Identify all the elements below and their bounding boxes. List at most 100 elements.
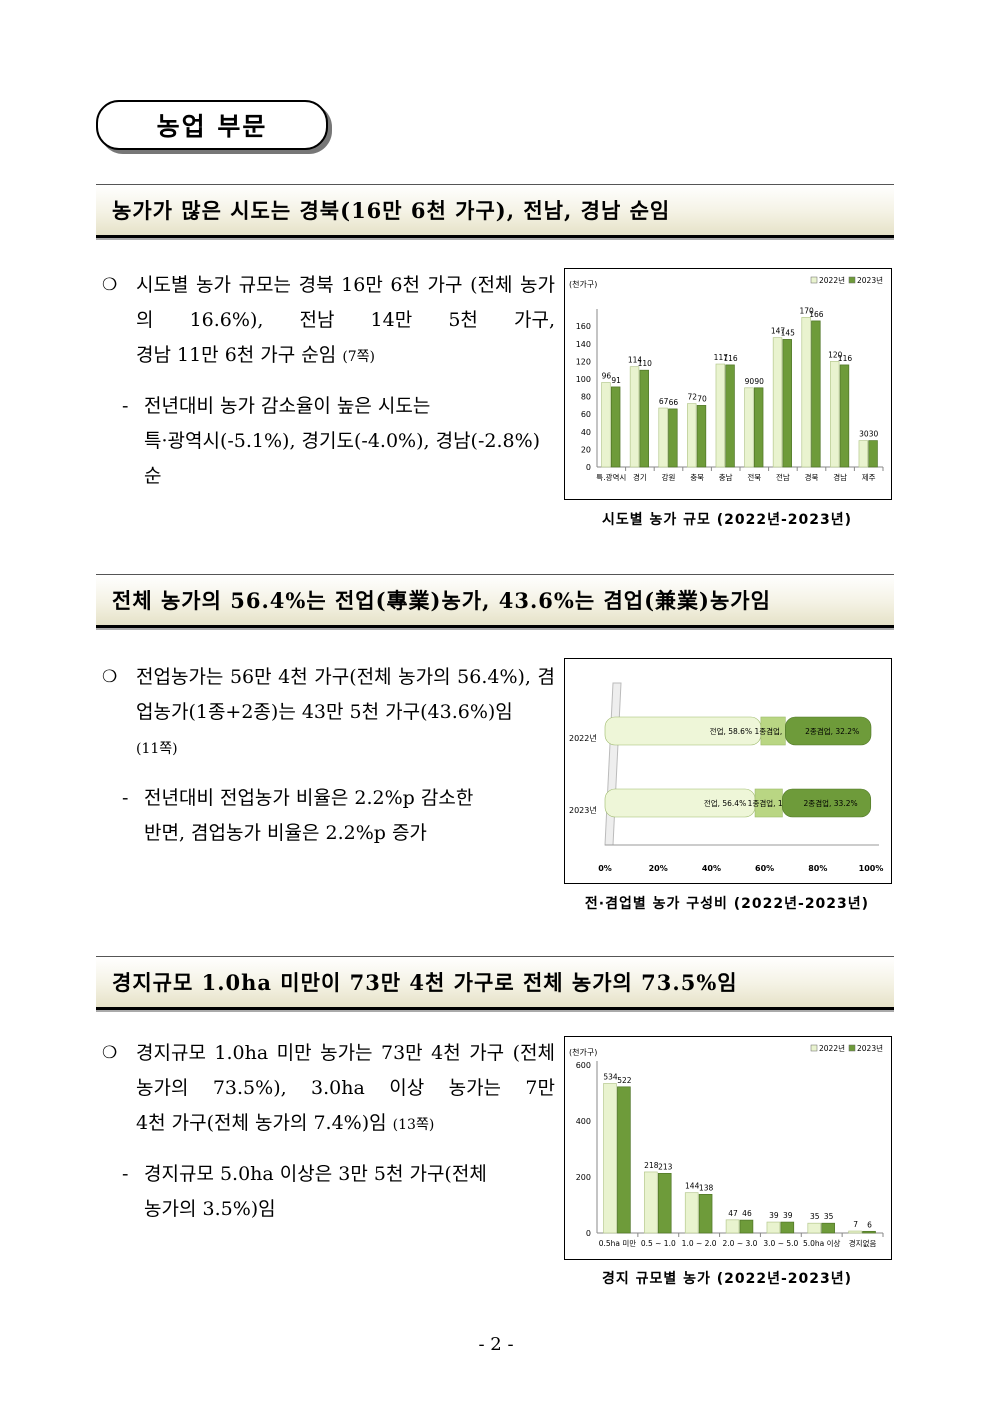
- sub-bullet-1-line2: 특·광역시(-5.1%), 경기도(-4.0%), 경남(-2.8%) 순: [144, 430, 541, 487]
- data-label: 170: [799, 306, 814, 315]
- page-reference: (11쪽): [136, 741, 178, 757]
- x-tick-label: 경북: [805, 472, 819, 482]
- data-label: 30: [859, 430, 869, 439]
- sub-bullet-3: - 경지규모 5.0ha 이상은 3만 5천 가구(전체 농가의 3.5%)임: [100, 1157, 555, 1227]
- data-label: 144: [685, 1182, 700, 1191]
- bar-2023년: [821, 1222, 835, 1234]
- data-label: 90: [754, 377, 764, 386]
- data-label: 2종겸업, 32.2%: [805, 726, 859, 736]
- bar-2022년: [644, 1171, 658, 1234]
- dash-bullet: -: [122, 1163, 129, 1185]
- data-label: 39: [783, 1211, 793, 1220]
- bar-2023년: [780, 1221, 795, 1234]
- bar-2023년: [782, 339, 792, 468]
- bullet-1: ❍ 시도별 농가 규모는 경북 16만 6천 가구 (전체 농가의 16.6%)…: [100, 268, 555, 375]
- section-tab: 농업 부문: [96, 100, 328, 150]
- x-tick-label: 0.5 ~ 1.0: [641, 1239, 676, 1248]
- text-block-1: ❍ 시도별 농가 규모는 경북 16만 6천 가구 (전체 농가의 16.6%)…: [100, 268, 555, 494]
- bar-2022년: [848, 1230, 862, 1234]
- data-label: 534: [603, 1072, 618, 1081]
- data-label: 117: [714, 353, 729, 362]
- data-label: 91: [611, 376, 621, 385]
- data-label: 67: [659, 397, 669, 406]
- section-heading-1: 농가가 많은 시도는 경북(16만 6천 가구), 전남, 경남 순임: [96, 184, 894, 238]
- bar-2023년: [610, 386, 621, 468]
- y-tick-label: 0: [586, 463, 591, 472]
- bar-2022년: [687, 403, 697, 468]
- data-label: 39: [769, 1211, 779, 1220]
- dash-bullet: -: [122, 787, 129, 809]
- data-label: 166: [809, 310, 824, 319]
- bullet-2-text: 전업농가는 56만 4천 가구(전체 농가의 56.4%), 겸업농가(1종+2…: [136, 666, 555, 723]
- y-tick-label: 0: [586, 1229, 591, 1238]
- chart-land-size: (천가구) 0 200 400 600 534 522 0.5ha 미만 218 213 0.5 ~…: [564, 1036, 892, 1260]
- y-tick-label: 20: [581, 445, 591, 454]
- page-reference: (7쪽): [342, 349, 376, 365]
- sub-bullet-3-line2: 농가의 3.5%)임: [144, 1198, 276, 1220]
- category-label: 2023년: [569, 805, 597, 815]
- bullet-3-text-last: 4천 가구(전체 농가의 7.4%)임: [136, 1112, 387, 1134]
- data-label: 147: [771, 327, 786, 336]
- data-label: 90: [745, 377, 755, 386]
- dash-bullet: -: [122, 395, 129, 417]
- bar-2023년: [639, 369, 649, 468]
- legend-swatch: [810, 1044, 818, 1052]
- bar-2023년: [739, 1219, 754, 1234]
- circle-bullet-icon: ❍: [102, 667, 118, 687]
- x-tick-label: 100%: [859, 864, 884, 873]
- data-label: 35: [824, 1212, 834, 1221]
- x-tick-label: 경지없음: [849, 1238, 877, 1248]
- chart-farm-type-svg: 2022년 전업, 58.6% 1종겸업, 9.2% 2종겸업, 32.2% 2023년…: [569, 682, 884, 873]
- legend-label: 2023년: [857, 275, 883, 285]
- sub-bullet-3-line1: 경지규모 5.0ha 이상은 3만 5천 가구(전체: [144, 1163, 487, 1185]
- bar-2022년: [801, 317, 811, 468]
- sub-bullet-2-line1: 전년대비 전업농가 비율은 2.2%p 감소한: [144, 787, 474, 809]
- x-tick-label: 2.0 ~ 3.0: [723, 1239, 758, 1248]
- bar-2022년: [715, 363, 726, 468]
- chart-region-households: (천가구) 0 20 40 60 80 100 120 140 160 96 91 특.광역시 114 11…: [564, 268, 892, 500]
- bar-2022년: [858, 440, 869, 468]
- x-tick-label: 5.0ha 이상: [803, 1238, 841, 1248]
- y-tick-label: 80: [581, 393, 591, 402]
- data-label: 70: [697, 394, 707, 403]
- chart-farm-type: 2022년 전업, 58.6% 1종겸업, 9.2% 2종겸업, 32.2% 2023년…: [564, 658, 892, 884]
- bullet-1-text: 시도별 농가 규모는 경북 16만 6천 가구 (전체 농가의 16.6%), …: [136, 274, 555, 331]
- x-tick-label: 특.광역시: [596, 472, 626, 482]
- bar-2023년: [698, 1194, 713, 1234]
- bullet-2: ❍ 전업농가는 56만 4천 가구(전체 농가의 56.4%), 겸업농가(1종…: [100, 660, 555, 767]
- x-tick-label: 전남: [776, 472, 790, 482]
- circle-bullet-icon: ❍: [102, 275, 118, 295]
- x-tick-label: 3.0 ~ 5.0: [763, 1239, 798, 1248]
- data-label: 2종겸업, 33.2%: [804, 798, 858, 808]
- chart-caption-2: 전·겸업별 농가 구성비 (2022년-2023년): [584, 896, 870, 912]
- data-label: 46: [742, 1209, 752, 1218]
- bar-2023년: [696, 405, 707, 468]
- data-label: 114: [628, 356, 643, 365]
- data-label: 30: [869, 430, 879, 439]
- data-label: 전업, 58.6%: [710, 726, 752, 736]
- data-label: 96: [602, 372, 612, 381]
- x-tick-label: 경기: [633, 472, 647, 482]
- data-label: 1종겸업, 10.3%: [748, 798, 802, 808]
- x-tick-label: 0%: [598, 864, 612, 873]
- bar-2023년: [725, 364, 735, 468]
- data-label: 145: [781, 328, 796, 337]
- chart-caption-3: 경지 규모별 농가 (2022년-2023년): [601, 1271, 853, 1287]
- bar-2023년: [862, 1230, 876, 1234]
- stacked-bar-1종겸업: [760, 716, 786, 746]
- data-label: 35: [810, 1212, 820, 1221]
- bar-2022년: [603, 1083, 617, 1234]
- y-tick-label: 160: [576, 322, 591, 331]
- y-tick-label: 200: [576, 1173, 591, 1182]
- legend-label: 2022년: [819, 275, 845, 285]
- page-reference: (13쪽): [392, 1117, 435, 1133]
- data-label: 213: [658, 1162, 673, 1171]
- stacked-bar-2종겸업: [782, 788, 872, 818]
- bullet-1-text-last: 경남 11만 6천 가구 순임: [136, 344, 337, 366]
- sub-bullet-2-line2: 반면, 겸업농가 비율은 2.2%p 증가: [144, 822, 427, 844]
- x-tick-label: 충북: [690, 473, 704, 482]
- data-label: 47: [728, 1209, 738, 1218]
- bullet-3-text: 경지규모 1.0ha 미만 농가는 73만 4천 가구 (전체 농가의 73.5…: [136, 1042, 555, 1099]
- bar-2022년: [830, 361, 840, 468]
